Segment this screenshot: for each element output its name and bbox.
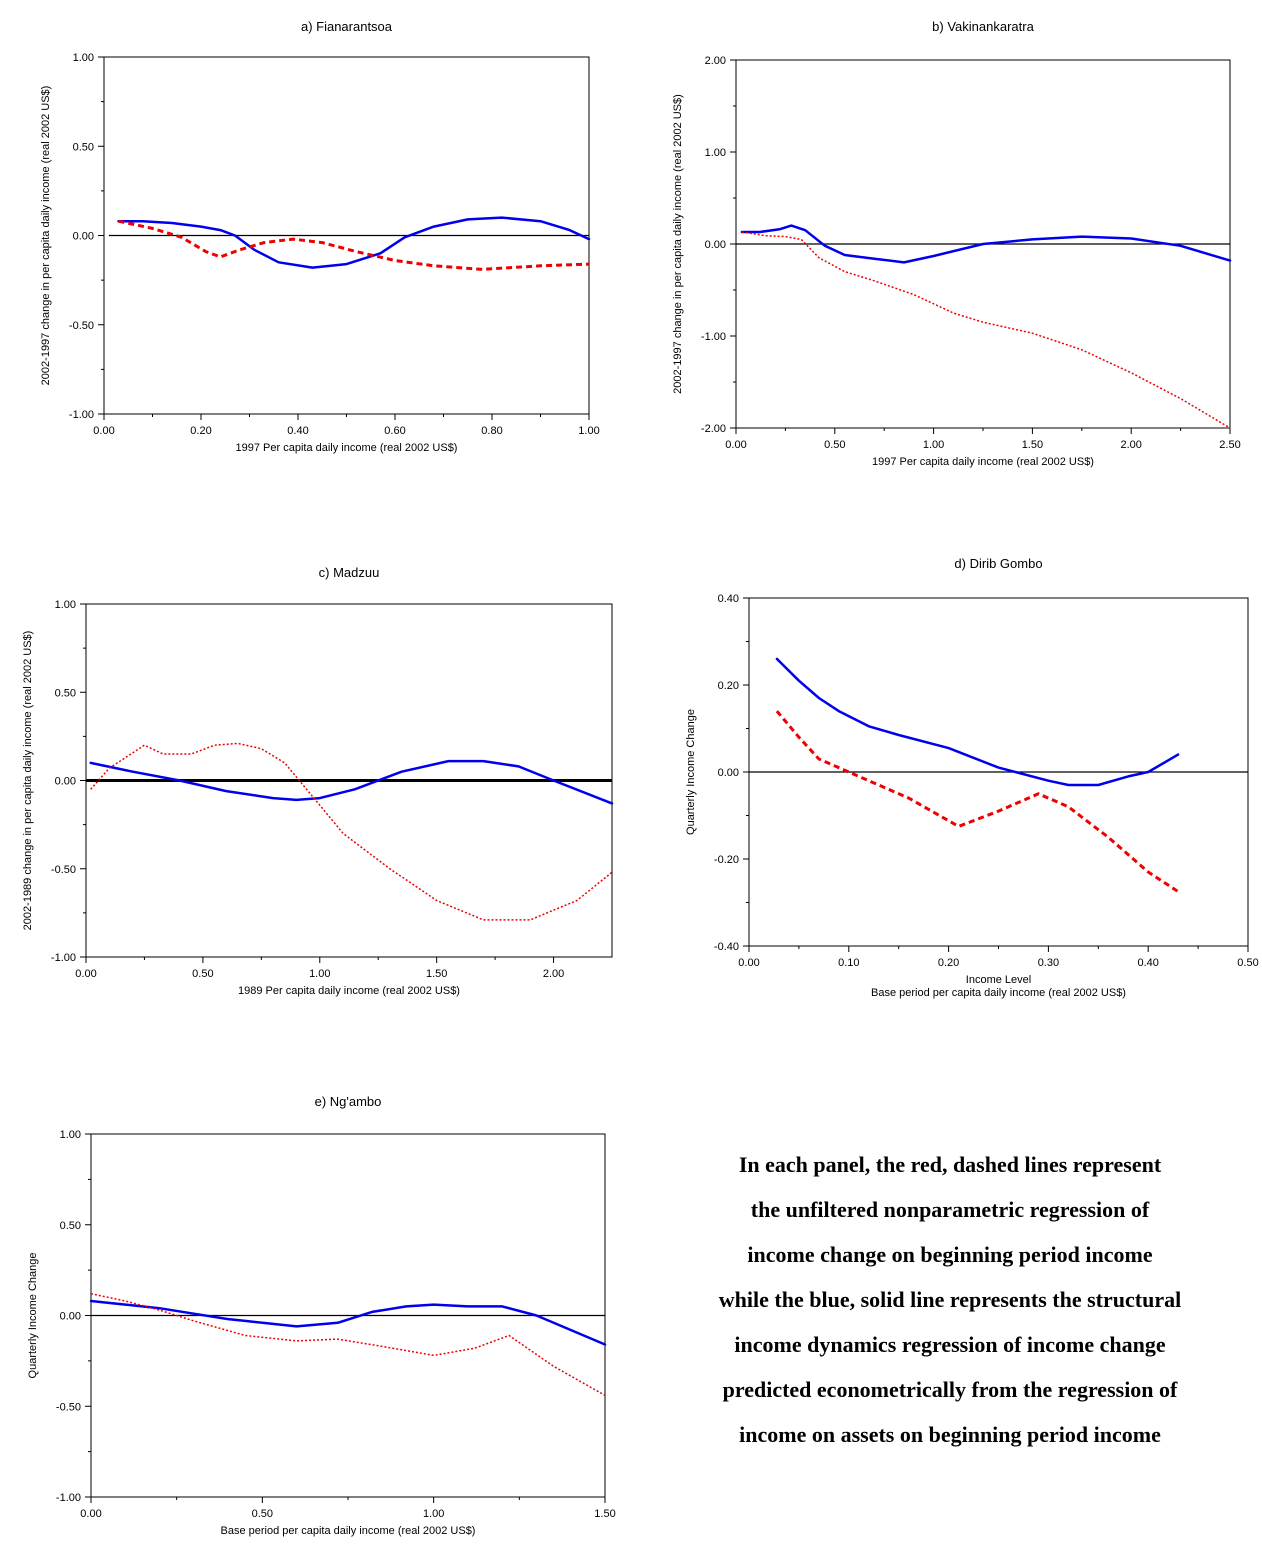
- y-tick-label: 2.00: [705, 55, 726, 67]
- y-tick-label: -0.50: [56, 1401, 81, 1413]
- x-axis-label-secondary: Base period per capita daily income (rea…: [871, 987, 1126, 999]
- chart-panel-a: a) Fianarantsoa 0.00 0.20 0.40 0.60 0.80 1.00 -…: [40, 19, 600, 454]
- caption-line: income change on beginning period income: [747, 1242, 1153, 1267]
- caption-line: In each panel, the red, dashed lines rep…: [738, 1152, 1162, 1177]
- y-tick-label: 0.00: [718, 767, 739, 779]
- x-tick-label: 0.50: [1237, 957, 1258, 969]
- y-axis-label: Quarterly Income Change: [685, 709, 697, 835]
- y-tick-label: 1.00: [73, 52, 94, 64]
- x-tick-label: 1.50: [1022, 439, 1043, 451]
- chart-title: d) Dirib Gombo: [954, 556, 1042, 571]
- chart-title: c) Madzuu: [319, 565, 380, 580]
- y-tick-label: 0.20: [718, 680, 739, 692]
- x-axis-label: 1997 Per capita daily income (real 2002 …: [236, 442, 458, 454]
- figure-caption: In each panel, the red, dashed lines rep…: [600, 1142, 1262, 1457]
- x-tick-label: 0.40: [1137, 957, 1158, 969]
- x-tick-label: 1.00: [923, 439, 944, 451]
- y-tick-label: 0.00: [60, 1311, 81, 1323]
- x-tick-label: 0.00: [80, 1508, 101, 1520]
- y-axis-label: 2002-1997 change in per capita daily inc…: [40, 86, 52, 386]
- x-tick-label: 1.00: [309, 968, 330, 980]
- y-tick-label: -1.00: [56, 1492, 81, 1504]
- y-tick-label: -1.00: [51, 952, 76, 964]
- x-tick-label: 0.80: [481, 425, 502, 437]
- y-tick-label: -0.20: [714, 854, 739, 866]
- y-tick-label: -0.50: [69, 320, 94, 332]
- x-tick-label: 2.00: [543, 968, 564, 980]
- x-tick-label: 1.50: [594, 1508, 615, 1520]
- x-tick-label: 0.40: [287, 425, 308, 437]
- x-tick-label: 0.30: [1038, 957, 1059, 969]
- structural-line: [740, 224, 1232, 264]
- y-tick-label: -2.00: [701, 423, 726, 435]
- y-tick-label: 1.00: [705, 147, 726, 159]
- chart-panel-b: b) Vakinankaratra 0.00 0.50 1.00 1.50 2.00 2.5…: [672, 19, 1241, 468]
- structural-line: [775, 657, 1180, 787]
- x-tick-label: 2.50: [1219, 439, 1240, 451]
- y-tick-label: 0.00: [55, 776, 76, 788]
- caption-line: the unfiltered nonparametric regression …: [750, 1197, 1150, 1222]
- x-tick-label: 0.10: [838, 957, 859, 969]
- y-axis-label: 2002-1997 change in per capita daily inc…: [672, 94, 684, 394]
- y-tick-label: 0.50: [73, 141, 94, 153]
- y-tick-label: 0.00: [73, 231, 94, 243]
- x-tick-label: 0.00: [725, 439, 746, 451]
- x-tick-label: 0.00: [75, 968, 96, 980]
- x-tick-label: 0.50: [824, 439, 845, 451]
- x-tick-label: 1.00: [423, 1508, 444, 1520]
- x-tick-label: 0.20: [190, 425, 211, 437]
- caption-line: income on assets on beginning period inc…: [739, 1422, 1161, 1447]
- x-tick-label: 2.00: [1120, 439, 1141, 451]
- caption-line: predicted econometrically from the regre…: [722, 1377, 1178, 1402]
- y-tick-label: 0.50: [60, 1220, 81, 1232]
- y-tick-label: 0.50: [55, 687, 76, 699]
- unfiltered-line: [741, 231, 1231, 429]
- x-tick-label: 0.60: [384, 425, 405, 437]
- unfiltered-line: [90, 742, 613, 921]
- y-tick-label: 1.00: [55, 599, 76, 611]
- unfiltered-line: [90, 1292, 606, 1397]
- x-tick-label: 0.20: [938, 957, 959, 969]
- y-tick-label: -1.00: [701, 331, 726, 343]
- y-tick-label: 1.00: [60, 1129, 81, 1141]
- x-tick-label: 0.50: [252, 1508, 273, 1520]
- x-tick-label: 0.00: [93, 425, 114, 437]
- y-axis-label: Quarterly Income Change: [27, 1253, 39, 1379]
- chart-title: b) Vakinankaratra: [932, 19, 1034, 34]
- x-axis-label: 1997 Per capita daily income (real 2002 …: [872, 456, 1094, 468]
- unfiltered-line: [118, 219, 590, 271]
- y-axis-label: 2002-1989 change in per capita daily inc…: [22, 631, 34, 931]
- x-axis-label: 1989 Per capita daily income (real 2002 …: [238, 985, 460, 997]
- structural-line: [117, 216, 591, 269]
- x-tick-label: 1.50: [426, 968, 447, 980]
- x-axis-label: Base period per capita daily income (rea…: [221, 1525, 476, 1537]
- caption-line: income dynamics regression of income cha…: [734, 1332, 1166, 1357]
- x-tick-label: 0.00: [738, 957, 759, 969]
- structural-line: [89, 759, 614, 805]
- structural-line: [89, 1299, 607, 1346]
- caption-line: while the blue, solid line represents th…: [718, 1287, 1182, 1312]
- x-tick-label: 1.00: [578, 425, 599, 437]
- y-tick-label: -1.00: [69, 409, 94, 421]
- chart-panel-c: c) Madzuu 0.00 0.50 1.00 1.50 2.00 -1.00 -0.50 0…: [22, 565, 614, 997]
- y-tick-label: 0.00: [705, 239, 726, 251]
- y-tick-label: -0.40: [714, 941, 739, 953]
- chart-panel-e: e) Ng'ambo 0.00 0.50 1.00 1.50 -1.00 -0.50 0.00…: [27, 1094, 616, 1537]
- chart-panel-d: d) Dirib Gombo 0.00 0.10 0.20 0.30 0.40 0.50 -0…: [685, 556, 1259, 999]
- chart-title: a) Fianarantsoa: [301, 19, 393, 34]
- x-axis-label: Income Level: [966, 974, 1031, 986]
- y-tick-label: -0.50: [51, 864, 76, 876]
- y-tick-label: 0.40: [718, 593, 739, 605]
- chart-title: e) Ng'ambo: [315, 1094, 382, 1109]
- unfiltered-line: [775, 710, 1179, 893]
- x-tick-label: 0.50: [192, 968, 213, 980]
